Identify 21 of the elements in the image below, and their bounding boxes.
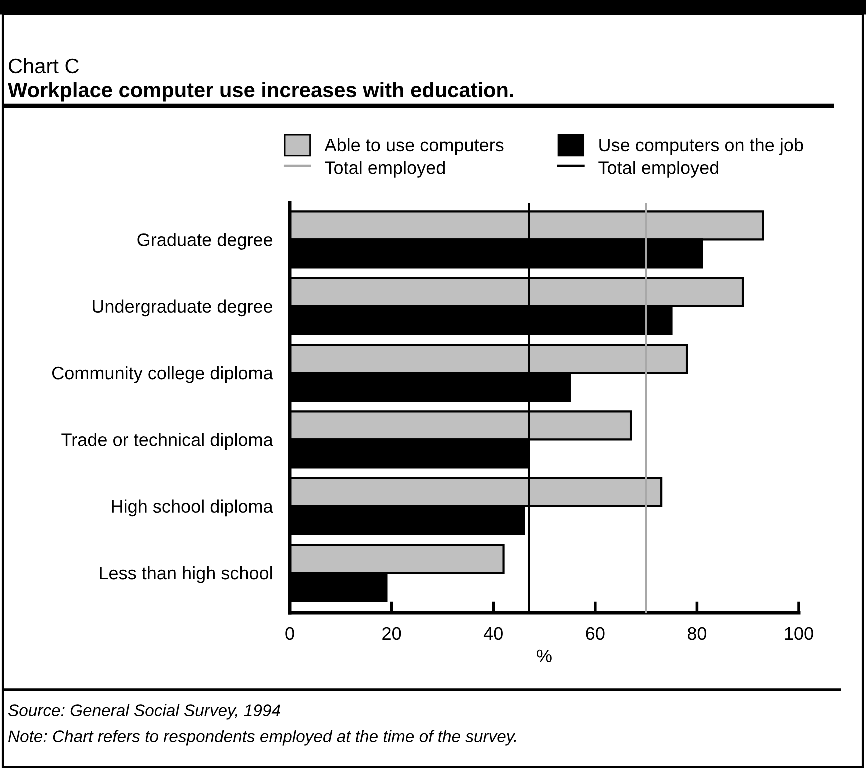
y-tick-label: High school diploma (112, 500, 274, 517)
x-tick-label: 20 (382, 627, 402, 640)
y-tick-label: Less than high school (100, 566, 272, 584)
x-tick-label: 60 (586, 627, 605, 640)
text: Chart C (9, 58, 79, 74)
legend-label: Able to use computers (324, 138, 504, 156)
y-tick-label: Graduate degree (138, 233, 273, 250)
chart-subtitle: Workplace computer use increases with education. (8, 82, 514, 102)
legend-label: Total employed (598, 161, 719, 178)
y-tick-label: Undergraduate degree (93, 300, 273, 317)
x-tick-label: 40 (484, 627, 503, 640)
x-tick-label: 100 (785, 627, 814, 640)
x-axis-title: % (537, 650, 552, 662)
y-tick-label: Trade or technical diploma (62, 433, 274, 450)
x-tick-label: 0 (286, 627, 294, 640)
text: Note: Chart refers to respondents employed at the time of the survey. (8, 730, 516, 746)
legend-label: Use computers on the job (600, 138, 804, 156)
source-note: Source: General Social Survey, 1994 (8, 704, 280, 720)
legend-label: Total employed (325, 161, 446, 178)
x-tick-label: 80 (688, 627, 707, 640)
y-tick-label: Community college diploma (52, 366, 274, 384)
